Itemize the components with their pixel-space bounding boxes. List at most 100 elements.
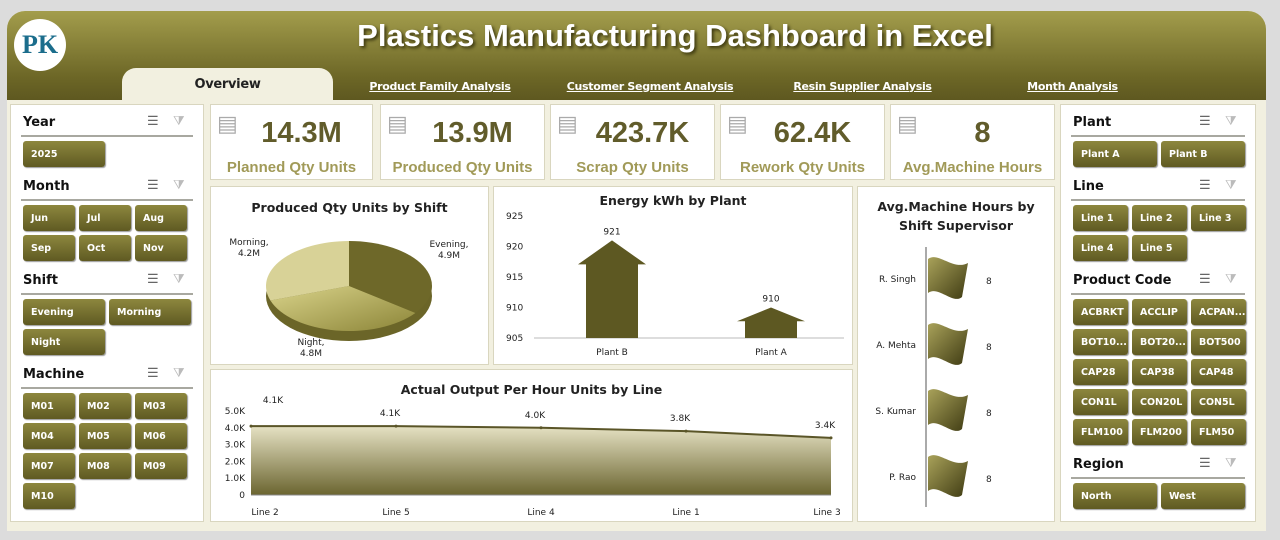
data-label: 8 xyxy=(986,409,992,419)
slicer-item-line-4[interactable]: Line 4 xyxy=(1073,235,1128,261)
slicer-item-acpan[interactable]: ACPAN... xyxy=(1191,299,1246,325)
data-point-line-2[interactable] xyxy=(249,424,253,428)
tab-customer-segment[interactable]: Customer Segment Analysis xyxy=(566,79,734,93)
multi-select-icon[interactable]: ☰ xyxy=(1199,177,1211,192)
slicer-item-m06[interactable]: M06 xyxy=(135,423,187,449)
bar-p-rao[interactable] xyxy=(928,455,968,497)
slicer-item-plant-b[interactable]: Plant B xyxy=(1161,141,1245,167)
slicer-item-m08[interactable]: M08 xyxy=(79,453,131,479)
clear-filter-icon[interactable]: ⧩ xyxy=(173,113,185,128)
slicer-item-2025[interactable]: 2025 xyxy=(23,141,105,167)
slicer-item-north[interactable]: North xyxy=(1073,483,1157,509)
data-point-line-4[interactable] xyxy=(539,426,543,430)
slicer-item-flm200[interactable]: FLM200 xyxy=(1132,419,1187,445)
slicer-item-nov[interactable]: Nov xyxy=(135,235,187,261)
data-label: 921 xyxy=(603,227,620,237)
chart-title: Avg.Machine Hours by Shift Supervisor xyxy=(877,199,1035,233)
clear-filter-icon[interactable]: ⧩ xyxy=(173,365,185,380)
slicer-item-m09[interactable]: M09 xyxy=(135,453,187,479)
bar-a-mehta[interactable] xyxy=(928,323,968,365)
pie-label-comma: , xyxy=(266,238,269,248)
slicer-item-m07[interactable]: M07 xyxy=(23,453,75,479)
slicer-item-plant-a[interactable]: Plant A xyxy=(1073,141,1157,167)
slicer-item-m03[interactable]: M03 xyxy=(135,393,187,419)
energy-bar-card: Energy kWh by Plant 905 910 915 920 925 921 Pl… xyxy=(493,186,853,365)
bar-r-singh[interactable] xyxy=(928,257,968,299)
multi-select-icon[interactable]: ☰ xyxy=(147,271,159,286)
clear-filter-icon[interactable]: ⧩ xyxy=(1225,455,1237,470)
clear-filter-icon[interactable]: ⧩ xyxy=(1225,113,1237,128)
slicer-item-m05[interactable]: M05 xyxy=(79,423,131,449)
slicer-product-code: Product Code ☰ ⧩ ACBRKT ACCLIP ACPAN... BOT10.… xyxy=(1069,271,1247,449)
pie-label: Morning, 4.2M xyxy=(229,238,268,259)
x-tick-label: Plant B xyxy=(596,348,628,358)
slicer-item-con1l[interactable]: CON1L xyxy=(1073,389,1128,415)
page-title: Plastics Manufacturing Dashboard in Exce… xyxy=(357,18,993,53)
slicer-item-acclip[interactable]: ACCLIP xyxy=(1132,299,1187,325)
slicer-item-night[interactable]: Night xyxy=(23,329,105,355)
slicer-item-bot20[interactable]: BOT20... xyxy=(1132,329,1187,355)
bar-s-kumar[interactable] xyxy=(928,389,968,431)
slicer-item-m10[interactable]: M10 xyxy=(23,483,75,509)
slicer-item-sep[interactable]: Sep xyxy=(23,235,75,261)
slicer-item-flm50[interactable]: FLM50 xyxy=(1191,419,1246,445)
multi-select-icon[interactable]: ☰ xyxy=(1199,113,1211,128)
slicer-title: Region xyxy=(1073,457,1124,472)
slicer-item-morning[interactable]: Morning xyxy=(109,299,191,325)
multi-select-icon[interactable]: ☰ xyxy=(147,113,159,128)
multi-select-icon[interactable]: ☰ xyxy=(147,177,159,192)
clear-filter-icon[interactable]: ⧩ xyxy=(173,271,185,286)
slicer-item-m02[interactable]: M02 xyxy=(79,393,131,419)
kpi-value: 13.9M xyxy=(432,117,513,149)
data-point-line-1[interactable] xyxy=(684,429,688,433)
slicer-item-m04[interactable]: M04 xyxy=(23,423,75,449)
tab-month-analysis[interactable]: Month Analysis xyxy=(1027,79,1118,93)
slicer-item-west[interactable]: West xyxy=(1161,483,1245,509)
slicer-item-cap48[interactable]: CAP48 xyxy=(1191,359,1246,385)
pie-slice-morning[interactable] xyxy=(266,241,349,301)
pie-slice-night[interactable] xyxy=(270,286,416,331)
tab-resin-supplier[interactable]: Resin Supplier Analysis xyxy=(793,79,932,93)
slicer-item-evening[interactable]: Evening xyxy=(23,299,105,325)
data-label: 3.8K xyxy=(670,414,691,424)
y-tick-label: 905 xyxy=(506,334,523,344)
slicer-item-aug[interactable]: Aug xyxy=(135,205,187,231)
slicer-item-line-5[interactable]: Line 5 xyxy=(1132,235,1187,261)
slicer-item-line-2[interactable]: Line 2 xyxy=(1132,205,1187,231)
slicer-item-oct[interactable]: Oct xyxy=(79,235,131,261)
slicer-item-con5l[interactable]: CON5L xyxy=(1191,389,1246,415)
bar-plant-a[interactable] xyxy=(737,307,805,339)
slicer-item-m01[interactable]: M01 xyxy=(23,393,75,419)
clear-filter-icon[interactable]: ⧩ xyxy=(173,177,185,192)
data-label: 3.4K xyxy=(815,421,836,431)
slicer-item-flm100[interactable]: FLM100 xyxy=(1073,419,1128,445)
divider xyxy=(1071,477,1245,479)
gear-network-icon: ▤ xyxy=(727,111,748,136)
tab-overview[interactable]: Overview xyxy=(122,68,333,100)
tab-product-family[interactable]: Product Family Analysis xyxy=(369,79,511,93)
logo: PK xyxy=(14,19,66,71)
slicer-item-jul[interactable]: Jul xyxy=(79,205,131,231)
data-point-line-5[interactable] xyxy=(394,424,398,428)
kpi-value: 62.4K xyxy=(773,117,852,149)
pie-slice-evening[interactable] xyxy=(349,241,432,314)
pie-label-comma: , xyxy=(322,338,325,348)
multi-select-icon[interactable]: ☰ xyxy=(1199,455,1211,470)
slicer-item-jun[interactable]: Jun xyxy=(23,205,75,231)
multi-select-icon[interactable]: ☰ xyxy=(1199,271,1211,286)
slicer-item-con20l[interactable]: CON20L xyxy=(1132,389,1187,415)
slicer-item-line-3[interactable]: Line 3 xyxy=(1191,205,1246,231)
clear-filter-icon[interactable]: ⧩ xyxy=(1225,271,1237,286)
slicer-item-cap38[interactable]: CAP38 xyxy=(1132,359,1187,385)
slicer-item-acbrkt[interactable]: ACBRKT xyxy=(1073,299,1128,325)
data-point-line-3[interactable] xyxy=(829,436,833,440)
slicer-item-bot10[interactable]: BOT10... xyxy=(1073,329,1128,355)
supervisor-card: Avg.Machine Hours by Shift Supervisor R.… xyxy=(857,186,1055,522)
slicer-item-cap28[interactable]: CAP28 xyxy=(1073,359,1128,385)
bar-plant-b[interactable] xyxy=(578,240,646,338)
slicer-item-line-1[interactable]: Line 1 xyxy=(1073,205,1128,231)
slicer-line: Line ☰ ⧩ Line 1 Line 2 Line 3 Line 4 Line 5 xyxy=(1069,177,1247,265)
clear-filter-icon[interactable]: ⧩ xyxy=(1225,177,1237,192)
multi-select-icon[interactable]: ☰ xyxy=(147,365,159,380)
slicer-item-bot500[interactable]: BOT500 xyxy=(1191,329,1246,355)
